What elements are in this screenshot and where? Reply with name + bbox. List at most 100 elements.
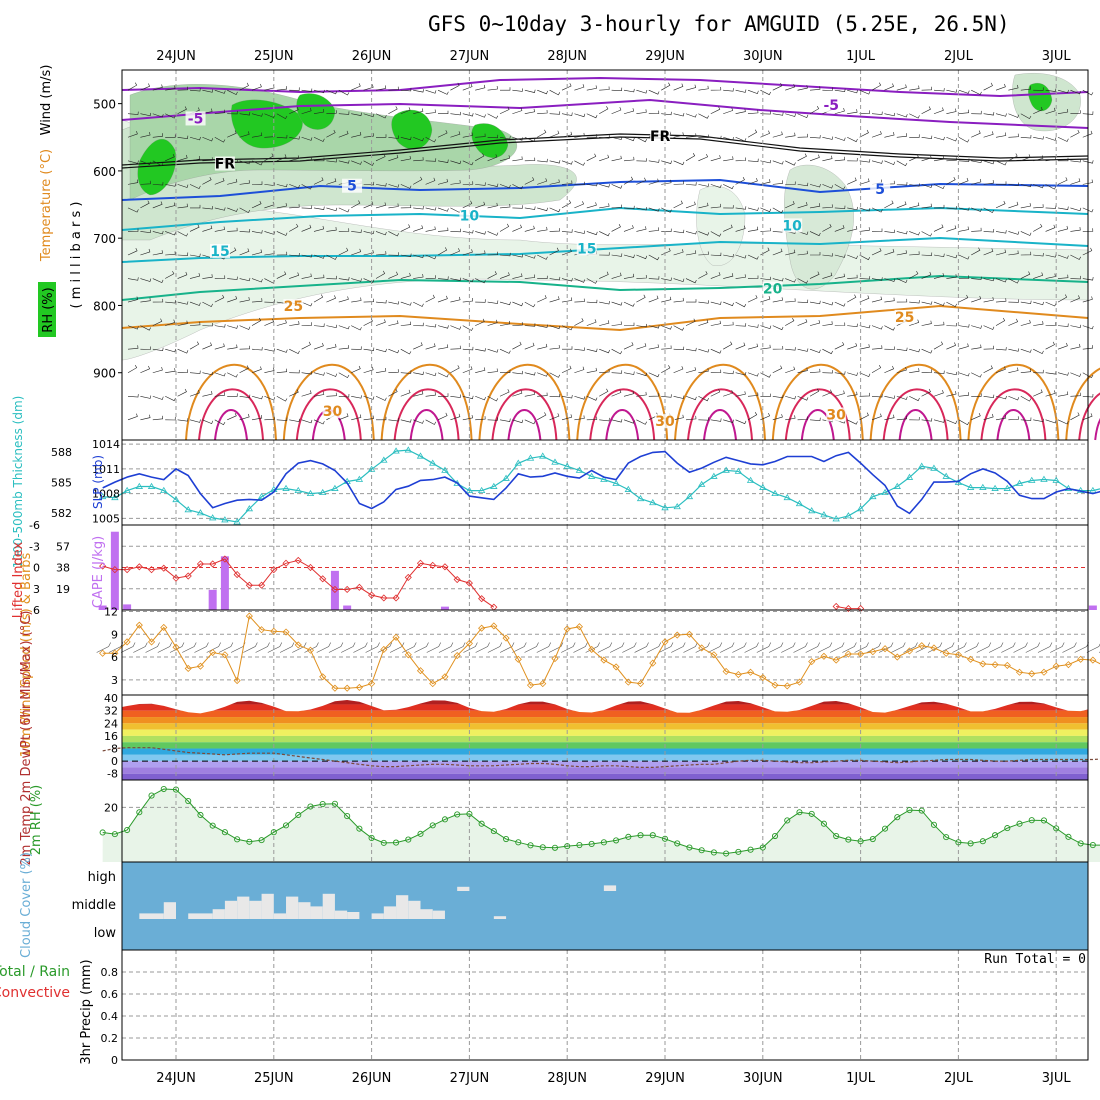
thickness-point xyxy=(942,472,950,479)
li-point xyxy=(465,579,473,587)
wind-barb-10m xyxy=(96,642,111,653)
wind-speed-point xyxy=(1015,668,1024,676)
wind-barb xyxy=(1045,224,1056,232)
wind-barb xyxy=(611,272,622,279)
wind-barb xyxy=(574,318,584,326)
wind-barb xyxy=(313,274,325,279)
wind-barb xyxy=(648,227,660,232)
slp-tick-label: 1005 xyxy=(92,512,120,525)
wind-barb xyxy=(152,133,164,138)
wind-barb xyxy=(710,301,722,305)
wind-barb xyxy=(946,176,956,185)
rh-point xyxy=(307,803,314,810)
li-point xyxy=(453,575,461,584)
isotherm-arch xyxy=(605,409,640,441)
precip-axis-label: 3hr Precip (mm) xyxy=(79,959,94,1064)
wind-barb xyxy=(462,346,474,351)
wind-barb xyxy=(983,248,994,256)
wind-barb xyxy=(834,205,846,209)
wind-barb-10m xyxy=(316,642,331,653)
wind-barb xyxy=(971,276,982,280)
wind-barb xyxy=(388,417,399,422)
wind-barb xyxy=(673,414,684,421)
wind-barb xyxy=(636,323,647,328)
wind-barb xyxy=(710,272,721,279)
date-label-top: 29JUN xyxy=(645,49,685,64)
rh-line xyxy=(102,788,1100,855)
contour-label-bg xyxy=(283,299,304,314)
wind-barb xyxy=(537,254,548,260)
isotherm-arch xyxy=(282,363,375,441)
wind-barb xyxy=(289,418,300,423)
isotherm-arch xyxy=(869,363,962,441)
wind-barb xyxy=(338,247,349,256)
wind-barb xyxy=(809,320,821,326)
wind-barb xyxy=(462,160,474,166)
wind-barb xyxy=(698,183,710,187)
wind-barb xyxy=(177,203,188,209)
wind-barb xyxy=(921,301,933,305)
wind-barb-10m xyxy=(292,642,307,653)
wind-barb xyxy=(462,325,474,331)
cloud-bar xyxy=(286,896,299,919)
wind-barb xyxy=(871,296,883,303)
wind-barb xyxy=(127,82,138,91)
wind-barb xyxy=(227,247,237,256)
wind-speed-point xyxy=(392,633,400,641)
date-label-top: 2JUL xyxy=(944,49,974,64)
wind-barb xyxy=(1020,134,1032,139)
wind-speed-point xyxy=(160,623,168,632)
wind-speed-point xyxy=(795,678,804,686)
wind-barb xyxy=(127,364,138,373)
wind-barb xyxy=(735,176,745,185)
wind-barb-10m xyxy=(573,642,588,653)
cloud-bar xyxy=(212,909,225,919)
rh-point xyxy=(405,836,412,843)
wind-barb xyxy=(351,278,362,282)
thickness-point xyxy=(636,494,645,502)
wind-barb xyxy=(413,322,424,327)
wind-barb xyxy=(933,253,945,258)
wind-barb xyxy=(561,160,573,165)
wind-barb xyxy=(450,111,461,116)
wind-barb xyxy=(127,296,139,303)
cape-bar xyxy=(440,606,449,610)
wind-barb xyxy=(909,368,920,374)
wind-barb xyxy=(1070,392,1081,397)
wind-barb xyxy=(214,207,226,211)
wind-barb xyxy=(289,106,299,115)
rh-point xyxy=(478,820,485,827)
temp-tick-label: 32 xyxy=(104,705,118,718)
wind-barb xyxy=(1057,342,1068,350)
temperature-axis-label: Temperature (°C) xyxy=(39,149,54,262)
wind-barb xyxy=(425,254,437,260)
wind-barb xyxy=(338,228,350,232)
wind-barb xyxy=(847,109,858,115)
wind-barb xyxy=(140,132,151,138)
wind-barb-10m xyxy=(1025,642,1041,653)
wind-barb xyxy=(859,295,870,303)
wind-barb xyxy=(140,200,150,209)
wind-barb xyxy=(896,278,908,283)
wind-barb-10m xyxy=(475,642,490,653)
wind-barb xyxy=(723,205,734,209)
rh-point xyxy=(661,835,669,842)
contour-label: 25 xyxy=(895,310,914,326)
date-label-bottom: 27JUN xyxy=(450,1071,490,1086)
thickness-point xyxy=(905,473,914,480)
wind-barb xyxy=(673,395,685,399)
wind-barb xyxy=(437,344,449,350)
wind-barb xyxy=(859,254,871,261)
pressure-tick-label: 700 xyxy=(93,232,116,246)
li-point xyxy=(209,560,217,568)
wind-barb xyxy=(1057,157,1069,162)
wind-barb xyxy=(747,254,759,260)
wind-barb xyxy=(946,89,958,93)
wind-barb xyxy=(797,250,808,256)
wind-barb xyxy=(971,178,982,185)
wind-barb xyxy=(611,136,623,140)
contour-label: -5 xyxy=(823,98,839,114)
date-label-top: 26JUN xyxy=(352,49,392,64)
pressure-tick-label: 600 xyxy=(93,165,116,179)
